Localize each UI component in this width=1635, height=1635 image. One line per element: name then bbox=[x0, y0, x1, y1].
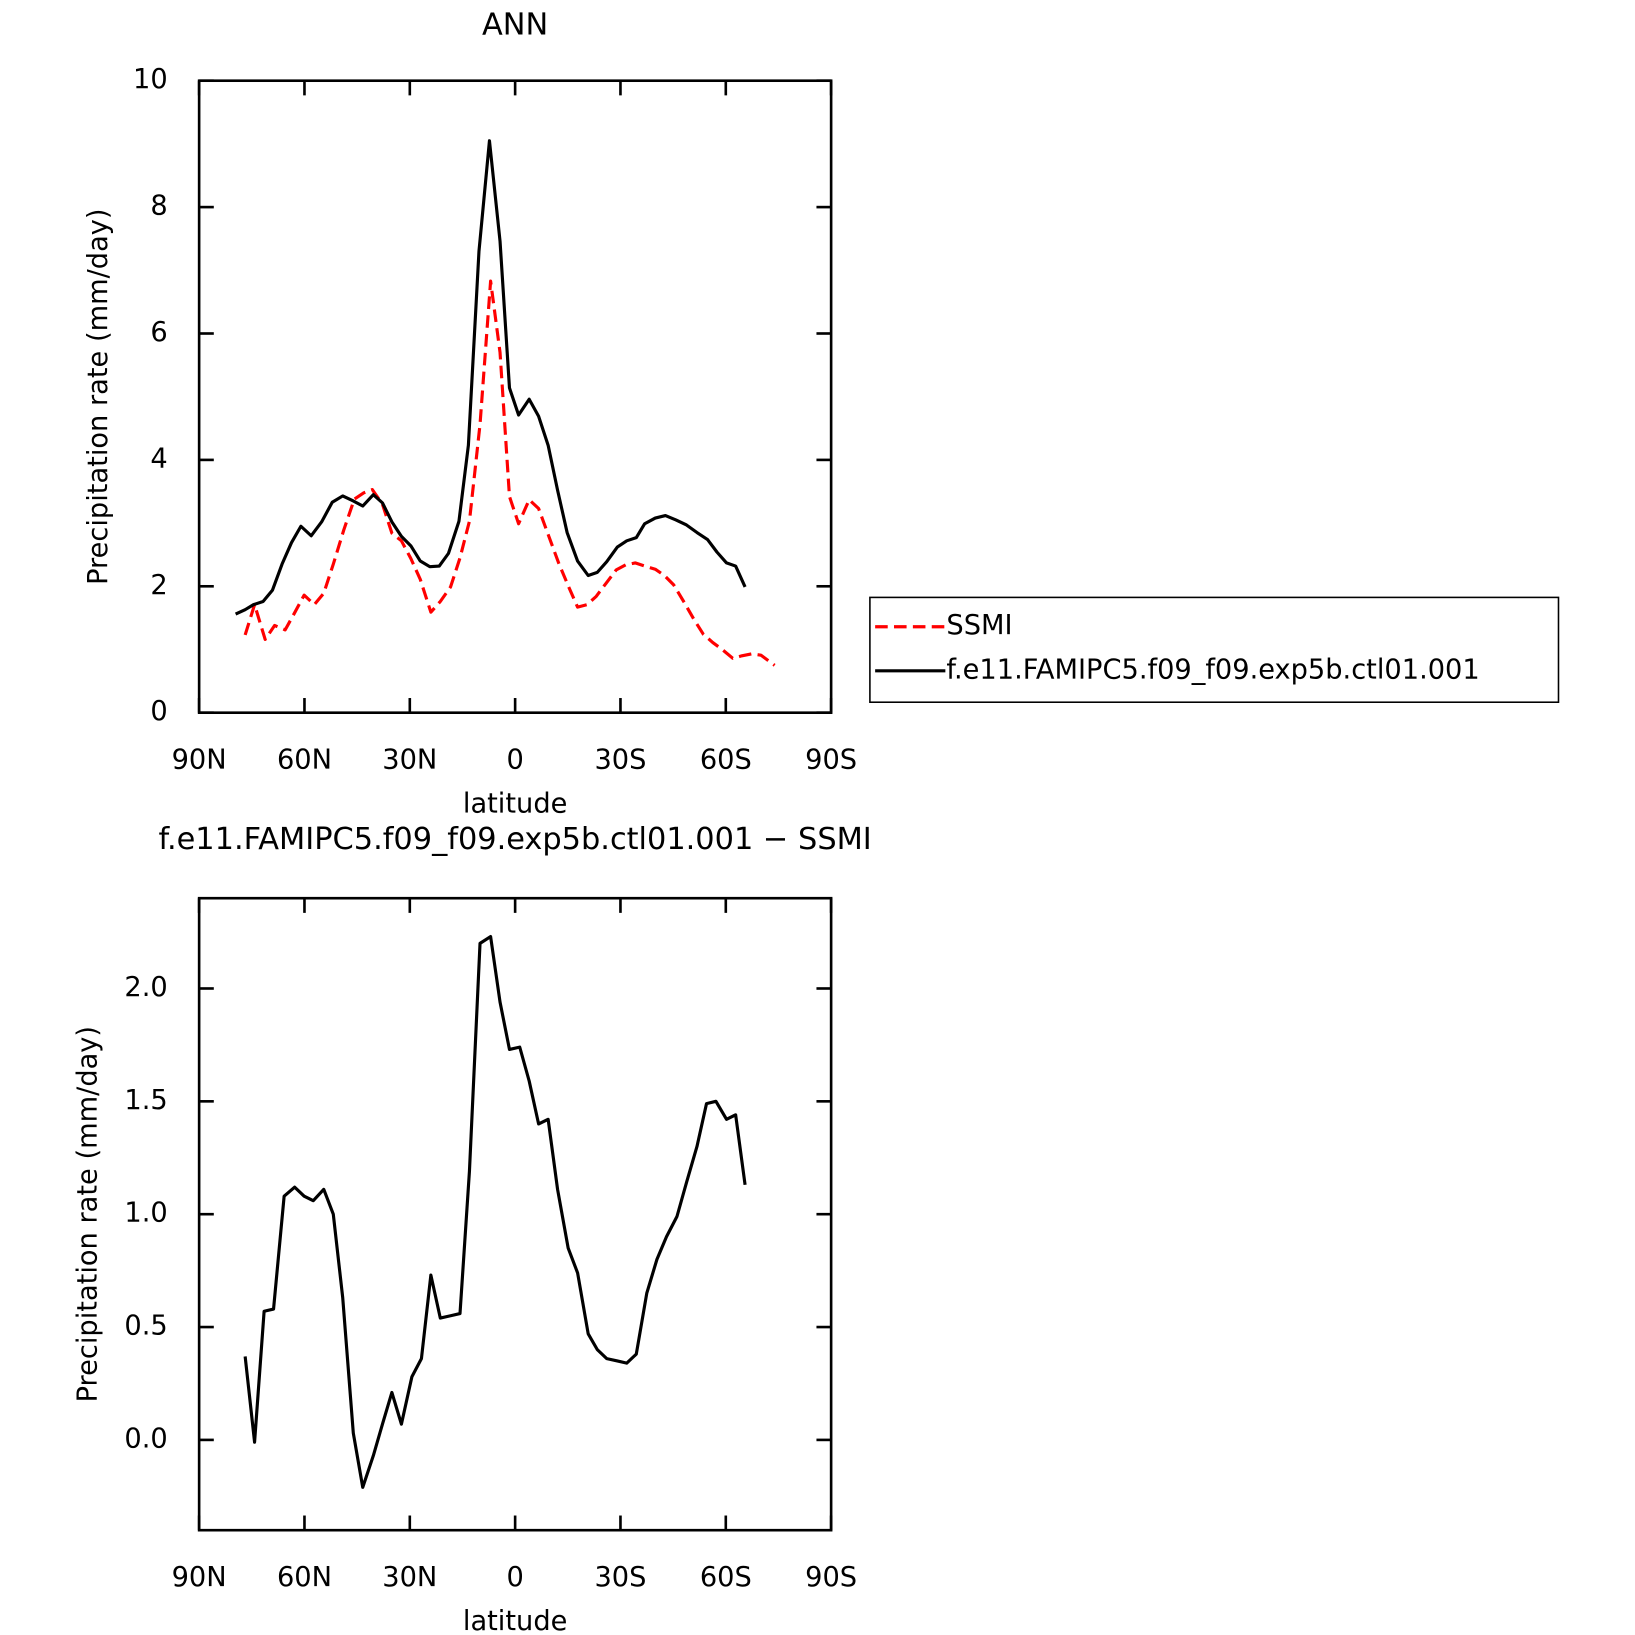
legend-label: SSMI bbox=[946, 610, 1012, 641]
x-tick-label: 0 bbox=[506, 744, 523, 775]
x-axis-label: latitude bbox=[463, 788, 567, 819]
y-tick-label: 0 bbox=[150, 696, 167, 727]
x-tick-label: 0 bbox=[506, 1562, 523, 1593]
chart-title: f.e11.FAMIPC5.f09_f09.exp5b.ctl01.001 − … bbox=[158, 822, 871, 857]
data-line bbox=[243, 279, 776, 667]
chart-title: ANN bbox=[482, 8, 548, 43]
y-tick-label: 2 bbox=[150, 570, 167, 601]
x-axis-label: latitude bbox=[463, 1606, 567, 1635]
y-axis-label: Precipitation rate (mm/day) bbox=[83, 208, 114, 584]
y-tick-label: 4 bbox=[150, 443, 167, 474]
chart-panel: f.e11.FAMIPC5.f09_f09.exp5b.ctl01.001 − … bbox=[73, 822, 872, 1635]
x-tick-label: 90S bbox=[805, 744, 857, 775]
y-tick-label: 1.5 bbox=[124, 1085, 167, 1116]
legend: SSMI f.e11.FAMIPC5.f09_f09.exp5b.ctl01.00… bbox=[869, 596, 1560, 703]
y-tick-label: 8 bbox=[150, 191, 167, 222]
y-tick-label: 2.0 bbox=[124, 972, 167, 1003]
x-tick-label: 60N bbox=[277, 744, 332, 775]
x-tick-label: 60S bbox=[700, 1562, 752, 1593]
x-tick-label: 30S bbox=[594, 1562, 646, 1593]
y-tick-label: 0.5 bbox=[124, 1311, 167, 1342]
x-tick-label: 30S bbox=[594, 744, 646, 775]
y-tick-label: 0.0 bbox=[124, 1423, 167, 1454]
data-line bbox=[234, 139, 747, 616]
x-tick-label: 90N bbox=[172, 1562, 227, 1593]
x-tick-label: 30N bbox=[382, 744, 437, 775]
x-tick-label: 90S bbox=[805, 1562, 857, 1593]
data-line bbox=[243, 934, 747, 1489]
y-tick-label: 1.0 bbox=[124, 1198, 167, 1229]
plot-frame bbox=[197, 79, 833, 715]
x-tick-label: 90N bbox=[172, 744, 227, 775]
y-axis-label: Precipitation rate (mm/day) bbox=[73, 1026, 104, 1402]
x-tick-label: 60S bbox=[700, 744, 752, 775]
x-tick-label: 60N bbox=[277, 1562, 332, 1593]
legend-label: f.e11.FAMIPC5.f09_f09.exp5b.ctl01.001 bbox=[946, 654, 1479, 685]
chart-panel: ANN 90N 60N 30N 0 30S 60S 90S 0 2 4 6 8 10 latitude Pre… bbox=[83, 8, 1560, 819]
y-tick-label: 10 bbox=[133, 64, 168, 95]
legend-box bbox=[869, 596, 1560, 703]
x-tick-label: 30N bbox=[382, 1562, 437, 1593]
y-tick-label: 6 bbox=[150, 317, 167, 348]
plot-frame bbox=[197, 896, 833, 1532]
